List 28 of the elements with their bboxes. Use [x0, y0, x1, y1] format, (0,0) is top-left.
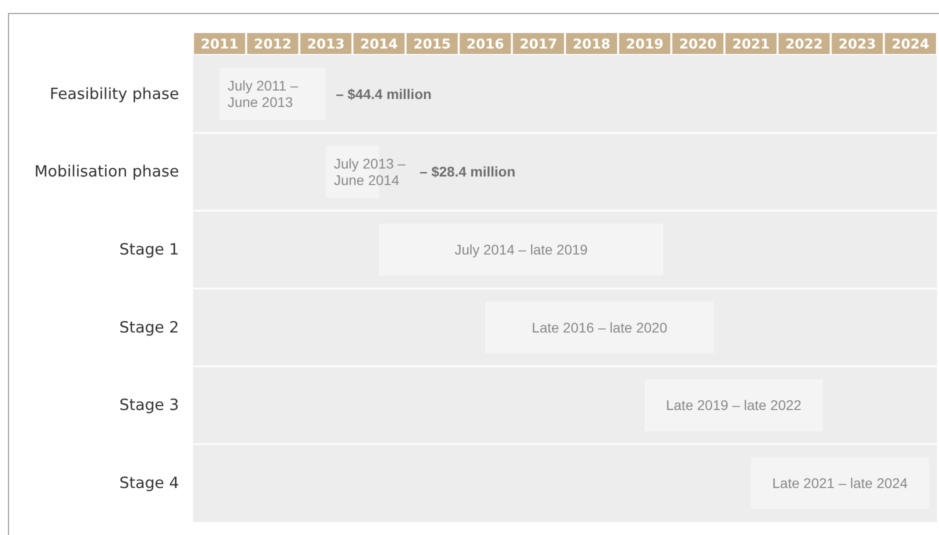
- y-tick-label: Stage 2: [119, 318, 179, 336]
- x-tick-label: 2021: [732, 36, 770, 53]
- data-label: July 2011 – June 2013: [228, 77, 298, 110]
- y-tick-label: Feasibility phase: [50, 84, 179, 103]
- x-tick-label: 2011: [200, 36, 238, 53]
- x-tick-label: 2022: [785, 36, 823, 53]
- x-tick-label: 2018: [572, 36, 610, 53]
- x-tick-label: 2014: [360, 36, 398, 53]
- x-tick-label: 2024: [892, 36, 930, 53]
- x-tick-label: 2020: [679, 36, 717, 53]
- y-tick-label: Stage 4: [119, 474, 179, 492]
- data-label: July 2013 – June 2014: [334, 155, 406, 188]
- x-tick-label: 2012: [254, 36, 292, 53]
- x-tick-label: 2023: [838, 36, 876, 53]
- annotation: – $28.4 million: [420, 164, 516, 180]
- x-tick-label: 2013: [307, 36, 345, 53]
- data-label: Late 2021 – late 2024: [772, 474, 908, 491]
- y-tick-label: Stage 1: [119, 240, 179, 259]
- data-label: Late 2016 – late 2020: [532, 319, 668, 336]
- y-tick-label: Mobilisation phase: [34, 162, 179, 181]
- x-tick-label: 2016: [466, 36, 504, 53]
- data-label: July 2014 – late 2019: [454, 241, 588, 258]
- y-tick-label: Stage 3: [119, 396, 179, 414]
- x-tick-label: 2017: [520, 36, 558, 53]
- data-label: Late 2019 – late 2022: [666, 397, 802, 414]
- x-tick-label: 2015: [413, 36, 451, 53]
- x-tick-label: 2019: [626, 36, 664, 53]
- annotation: – $44.4 million: [336, 86, 432, 102]
